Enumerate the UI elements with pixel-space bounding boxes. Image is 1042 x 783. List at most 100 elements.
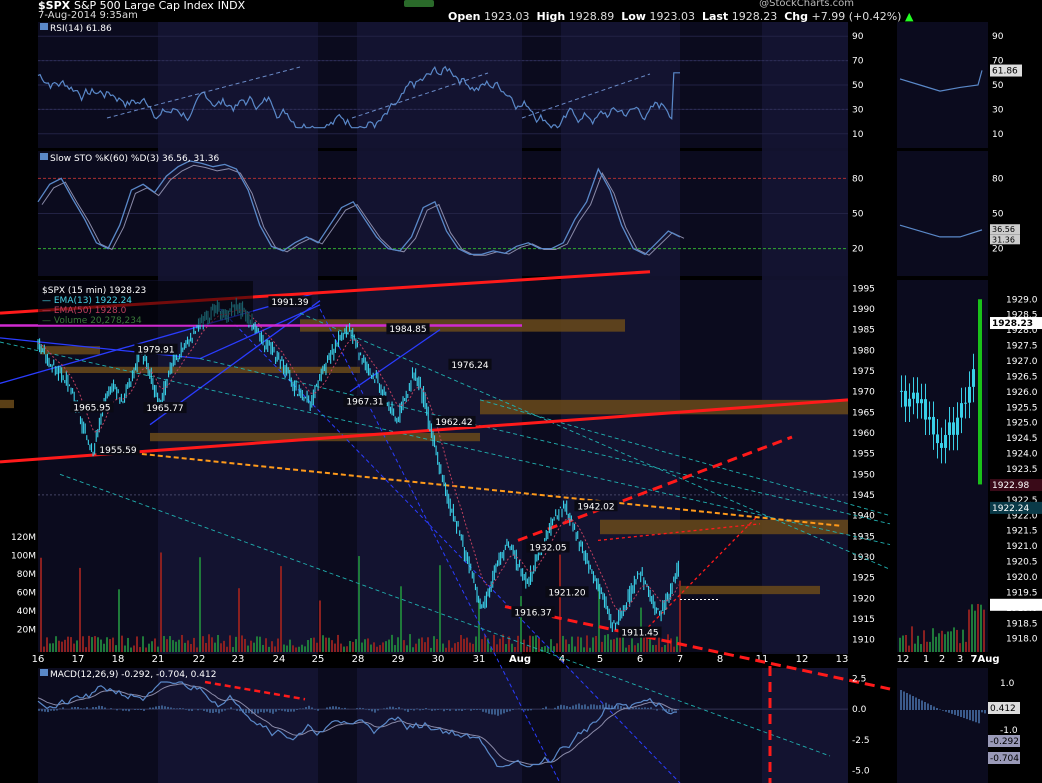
volume-bar [247, 645, 249, 652]
zoom-candle-body [912, 392, 915, 399]
zoom-volume-bar [980, 604, 982, 652]
macd-histogram-bar [611, 705, 613, 710]
volume-bar [154, 638, 156, 652]
volume-bar [250, 640, 252, 652]
zoom-macd-bar [945, 710, 947, 712]
volume-bar [568, 644, 570, 652]
zoom-sto-tag: 36.56 [992, 225, 1015, 234]
volume-bar [625, 647, 627, 652]
x-tick-label: 12 [796, 654, 809, 665]
zoom-x-tick-label: 3 [957, 654, 963, 665]
volume-bar [460, 635, 462, 652]
teal-fan-line [479, 399, 891, 517]
teal-fan-line [199, 358, 891, 525]
volume-bar [43, 646, 45, 652]
volume-bar [373, 642, 375, 652]
price-legend-item: — EMA(13) 1922.24 [42, 296, 132, 306]
zoom-candle-body [960, 403, 963, 418]
volume-bar [550, 639, 552, 652]
symbol-title: $SPX S&P 500 Large Cap Index INDX [38, 0, 245, 12]
macd-histogram-bar [248, 709, 250, 714]
macd-histogram-bar [332, 706, 334, 710]
zoom-macd-tag-bg [988, 752, 1020, 764]
volume-bar [238, 588, 240, 652]
macd-histogram-bar [599, 705, 601, 710]
zoom-volume-bar [938, 633, 940, 652]
volume-bar [454, 643, 456, 652]
volume-bar [511, 643, 513, 652]
volume-bar [157, 646, 159, 652]
support-resistance-band [60, 366, 360, 373]
volume-bar [523, 639, 525, 652]
volume-bar [298, 646, 300, 652]
macd-histogram-bar [47, 709, 49, 713]
volume-bar [106, 637, 108, 652]
zoom-x-tick-label: 2 [939, 654, 945, 665]
macd-histogram-bar [254, 709, 256, 714]
macd-histogram-bar [128, 709, 130, 712]
macd-y-tick: -5.0 [852, 767, 870, 777]
x-tick-label: 28 [352, 654, 365, 665]
macd-histogram-bar [329, 706, 331, 710]
zoom-y-tick: 1924.5 [1006, 434, 1038, 444]
macd-histogram-bar [104, 707, 106, 710]
volume-bar [196, 647, 198, 652]
blue-dashed-line [219, 308, 681, 783]
macd-histogram-bar [281, 709, 283, 711]
macd-histogram-bar [308, 705, 310, 710]
price-y-tick: 1950 [852, 470, 875, 480]
volume-bar [517, 635, 519, 652]
zoom-volume-bar [956, 629, 958, 652]
zoom-sto-tick: 50 [992, 210, 1004, 220]
rsi-legend-swatch [40, 23, 48, 30]
price-y-tick: 1930 [852, 553, 875, 563]
zoom-macd-bar [984, 710, 986, 714]
chart-date: 7-Aug-2014 9:35am [38, 10, 138, 21]
volume-bar [547, 646, 549, 652]
volume-bar [577, 636, 579, 652]
zoom-macd-bar [900, 690, 902, 710]
volume-bar [499, 638, 501, 652]
zoom-volume-bar [950, 631, 952, 652]
volume-bar [244, 638, 246, 652]
volume-bar [274, 646, 276, 652]
volume-bar [493, 634, 495, 652]
x-tick-label: 18 [112, 654, 125, 665]
volume-bar [133, 645, 135, 652]
price-annotation: 1921.20 [548, 588, 585, 598]
macd-histogram-bar [431, 709, 433, 711]
macd-histogram-bar [56, 709, 58, 711]
zoom-macd-bar [954, 710, 956, 715]
high-label: High [536, 10, 566, 23]
last-value: 1928.23 [731, 10, 778, 23]
rsi-y-tick: 70 [852, 57, 864, 67]
macd-histogram-bar [476, 709, 478, 711]
zoom-volume-bar [962, 629, 964, 652]
zoom-candle-body [964, 402, 967, 404]
zoom-macd-bar [942, 710, 944, 711]
orange-dashed-line [117, 450, 843, 527]
macd-histogram-bar [266, 709, 268, 712]
price-y-tick: 1915 [852, 615, 875, 625]
x-tick-label: 30 [432, 654, 445, 665]
macd-histogram-bar [44, 709, 46, 712]
volume-bar [40, 557, 42, 652]
x-tick-label: 13 [836, 654, 849, 665]
toggle-button[interactable] [404, 0, 434, 7]
macd-histogram-bar [482, 709, 484, 712]
zoom-y-tick: 1927.0 [1006, 357, 1038, 367]
zoom-macd-bar [963, 710, 965, 719]
macd-histogram-bar [164, 706, 166, 710]
volume-bar [562, 635, 564, 652]
volume-bar [406, 645, 408, 652]
zoom-rsi-tick: 30 [992, 105, 1004, 115]
volume-bar [166, 639, 168, 652]
volume-bar [199, 557, 201, 652]
zoom-volume-bar [926, 641, 928, 652]
open-value: 1923.03 [484, 10, 530, 23]
teal-fan-line [59, 473, 831, 757]
zoom-macd-tag: -0.292 [990, 737, 1019, 747]
volume-bar [613, 639, 615, 652]
macd-histogram-bar [563, 705, 565, 710]
macd-histogram-bar [668, 709, 670, 712]
